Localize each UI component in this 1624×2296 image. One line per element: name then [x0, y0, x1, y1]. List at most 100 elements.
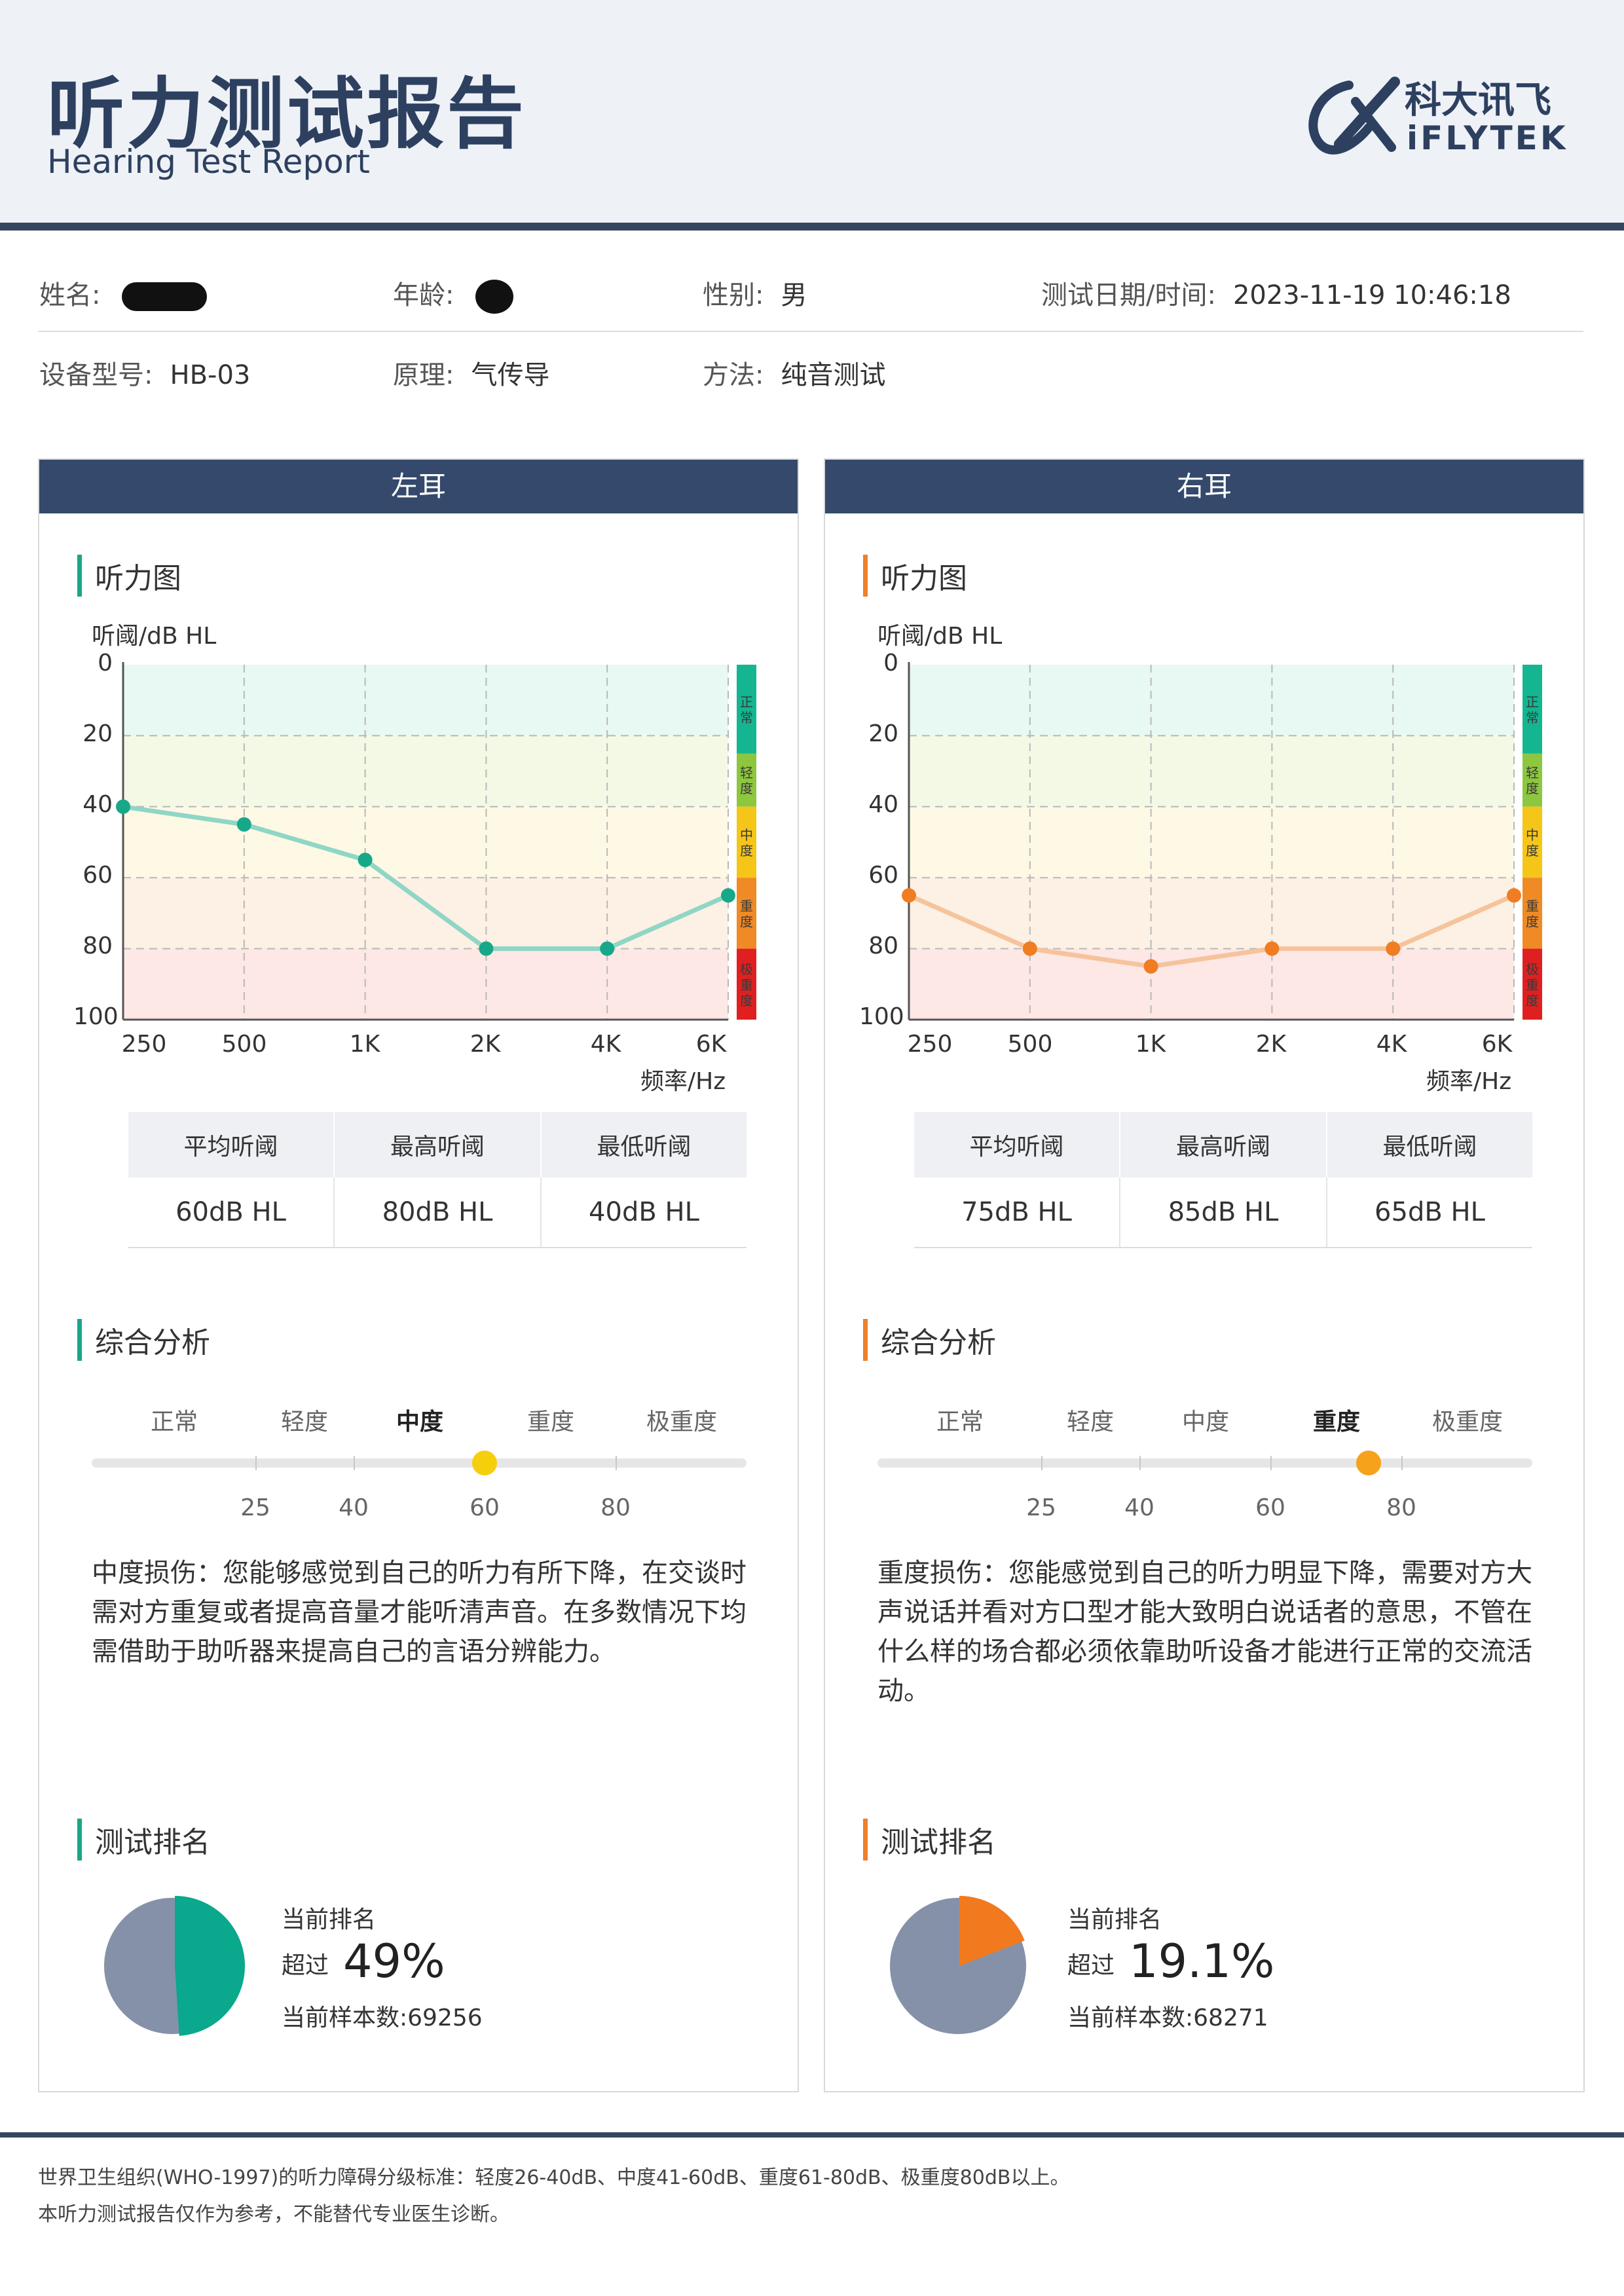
threshold-data-point: [116, 799, 130, 814]
left-x-tick: 500: [221, 1031, 267, 1058]
left-x-tick: 2K: [470, 1031, 501, 1058]
principle-value: 气传导: [471, 360, 550, 390]
severity-tick: [354, 1456, 355, 1470]
severity-legend-label: 度: [1526, 914, 1539, 929]
severity-legend-label: 常: [740, 710, 753, 726]
method-value: 纯音测试: [781, 360, 886, 390]
severity-legend-segment: [1522, 753, 1542, 807]
method-label: 方法:: [703, 360, 764, 390]
max-threshold-header: 最高听阈: [334, 1112, 542, 1177]
right-x-axis-label: 频率/Hz: [1426, 1068, 1512, 1095]
right-stats-table: 平均听阈 最高听阈 最低听阈 75dB HL 85dB HL 65dB HL: [914, 1112, 1532, 1248]
severity-legend-label: 轻: [740, 765, 753, 781]
severity-background-band: [123, 948, 728, 1020]
name-redaction: [122, 282, 208, 311]
right-severity-indicator: [1356, 1451, 1381, 1475]
severity-legend-label: 中: [740, 827, 753, 843]
iflytek-logo: 科大讯飞 iFLYTEK: [1308, 77, 1568, 157]
severity-background-band: [123, 665, 728, 736]
left-max-threshold: 80dB HL: [334, 1177, 542, 1247]
age-redaction: [475, 280, 514, 314]
left-sample-label: 当前样本数:: [282, 2005, 408, 2031]
left-y-axis-label: 听阈/dB HL: [92, 623, 217, 650]
gender-value: 男: [781, 280, 807, 310]
right-severity-label: 正常: [936, 1409, 984, 1435]
right-severity-tick-label: 40: [1124, 1494, 1154, 1521]
right-severity-label: 极重度: [1431, 1409, 1504, 1435]
left-severity-tick-label: 60: [470, 1494, 500, 1521]
right-severity-label-active: 重度: [1312, 1409, 1361, 1435]
right-severity-tick-label: 25: [1026, 1494, 1056, 1521]
severity-background-band: [909, 665, 1514, 736]
severity-legend-segment: [1522, 948, 1542, 1020]
left-ranking-percent: 49%: [343, 1935, 445, 1988]
right-ranking-exceed: 超过 19.1%: [1067, 1935, 1274, 1988]
left-severity-tick-label: 80: [600, 1494, 631, 1521]
footer-disclaimer: 本听力测试报告仅作为参考，不能替代专业医生诊断。: [38, 2203, 509, 2226]
severity-background-band: [123, 735, 728, 807]
left-severity-tick-label: 25: [240, 1494, 270, 1521]
right-min-threshold: 65dB HL: [1375, 1197, 1485, 1227]
right-sample-count: 68271: [1193, 2005, 1268, 2031]
right-severity-label: 中度: [1181, 1409, 1230, 1435]
right-x-tick: 4K: [1376, 1031, 1407, 1058]
right-x-tick: 1K: [1135, 1031, 1166, 1058]
left-y-tick: 100: [73, 1003, 119, 1030]
method-field: 方法: 纯音测试: [703, 354, 885, 392]
left-ranking-heading: 测试排名: [77, 1819, 210, 1861]
severity-legend-label: 重: [740, 898, 753, 914]
right-avg-threshold: 75dB HL: [914, 1177, 1121, 1247]
right-max-threshold: 85dB HL: [1120, 1177, 1327, 1247]
datetime-label: 测试日期/时间:: [1041, 280, 1216, 310]
left-x-tick: 1K: [349, 1031, 380, 1058]
severity-background-band: [909, 735, 1514, 807]
severity-background-band: [909, 806, 1514, 878]
report-title: 听力测试报告: [47, 69, 527, 159]
left-x-axis-label: 频率/Hz: [640, 1068, 726, 1095]
severity-legend-label: 度: [740, 993, 753, 1009]
left-audiogram-heading: 听力图: [77, 555, 181, 597]
left-sample-count-field: 当前样本数:69256: [282, 1999, 483, 2033]
severity-legend-segment: [1522, 806, 1542, 878]
gender-field: 性别: 男: [703, 274, 807, 312]
left-x-tick: 4K: [590, 1031, 621, 1058]
severity-legend-label: 重: [1526, 977, 1539, 993]
left-min-threshold: 40dB HL: [589, 1197, 699, 1227]
left-stats-table: 平均听阈 最高听阈 最低听阈 60dB HL 80dB HL 40dB HL: [128, 1112, 747, 1248]
threshold-data-point: [236, 817, 251, 832]
threshold-data-point: [902, 888, 916, 903]
severity-legend-label: 度: [1526, 781, 1539, 796]
right-severity-tick-label: 60: [1255, 1494, 1285, 1521]
datetime-field: 测试日期/时间: 2023-11-19 10:46:18: [1041, 274, 1511, 312]
severity-legend-segment: [737, 665, 756, 754]
severity-tick: [616, 1456, 617, 1470]
left-severity-indicator: [472, 1451, 497, 1475]
severity-background-band: [123, 806, 728, 878]
report-header: 听力测试报告 Hearing Test Report 科大讯飞 iFLYTEK: [0, 0, 1624, 231]
footer-divider: [0, 2132, 1624, 2138]
device-label: 设备型号:: [39, 360, 153, 390]
severity-legend-label: 常: [1526, 710, 1539, 726]
threshold-data-point: [600, 941, 615, 956]
left-x-tick: 6K: [695, 1031, 727, 1058]
logo-en-text: iFLYTEK: [1407, 119, 1568, 157]
left-ear-panel: 左耳 听力图 听阈/dB HL 0 20 40 60 80 100 正常轻度中度…: [38, 458, 799, 2092]
severity-legend-label: 极: [740, 961, 753, 977]
threshold-data-point: [1386, 941, 1401, 956]
max-threshold-header: 最高听阈: [1120, 1112, 1327, 1177]
right-analysis-heading: 综合分析: [863, 1319, 996, 1361]
left-x-tick: 250: [121, 1031, 167, 1058]
min-threshold-header: 最低听阈: [540, 1112, 747, 1177]
right-x-tick: 2K: [1255, 1031, 1287, 1058]
age-field: 年龄:: [393, 274, 514, 314]
severity-background-band: [909, 878, 1514, 949]
severity-legend-segment: [737, 806, 756, 878]
severity-background-band: [909, 948, 1514, 1020]
left-severity-label: 重度: [526, 1409, 575, 1435]
right-severity-label: 轻度: [1066, 1409, 1115, 1435]
right-y-tick: 0: [883, 650, 898, 676]
severity-legend-label: 极: [1526, 961, 1539, 977]
left-ranking-exceed: 超过 49%: [282, 1935, 445, 1988]
right-ranking-current-label: 当前排名: [1067, 1906, 1162, 1933]
